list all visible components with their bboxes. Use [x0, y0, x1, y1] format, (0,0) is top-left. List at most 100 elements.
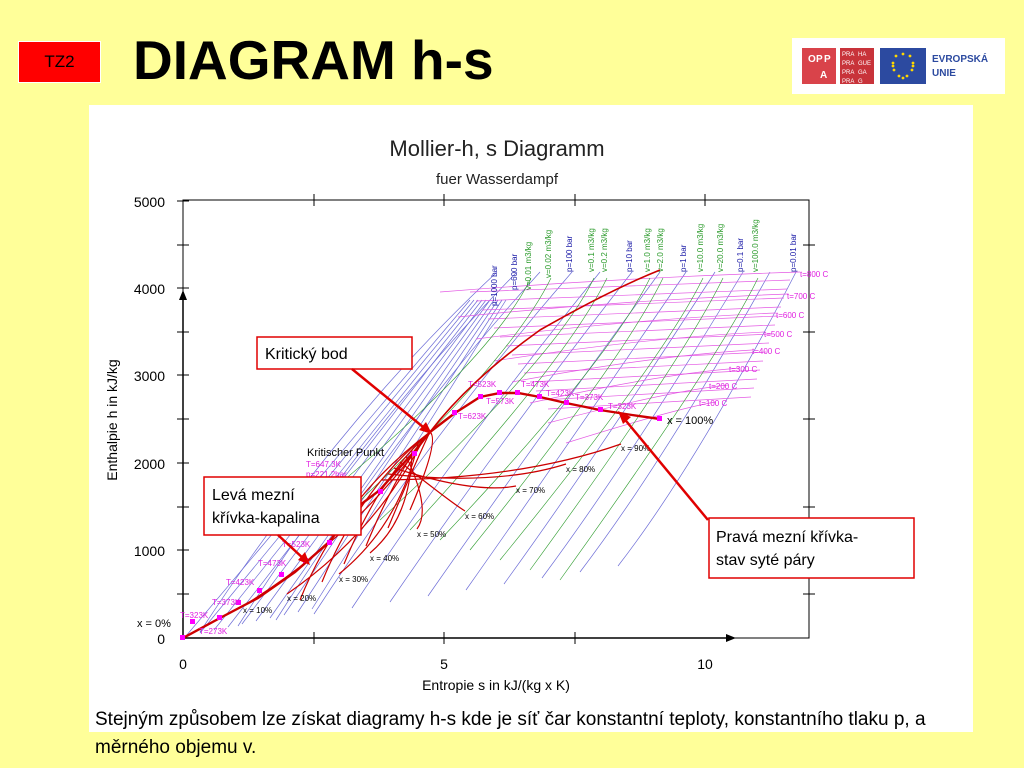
praha-text-6: GA [858, 70, 867, 76]
isotherm-line [493, 315, 779, 329]
isobar-line [579, 271, 771, 573]
label-x0: x = 0% [137, 618, 171, 630]
isobar-line [241, 299, 487, 625]
isotherm-line [487, 306, 782, 320]
label-t423: T=423K [226, 578, 255, 587]
label-v002: v=0.02 m3/kg [544, 230, 553, 278]
isobar-line [185, 299, 471, 637]
isotherm-line [511, 342, 770, 356]
isobar-line [283, 299, 499, 616]
isochore-line [469, 277, 664, 551]
critical-point-temp: T=647.3K [306, 460, 342, 469]
mollier-diagram: Mollier-h, s Diagramm fuer Wasserdampf 5… [104, 136, 915, 693]
pressure-labels: p=1000 bar p=600 bar p=100 bar p=10 bar … [490, 233, 798, 306]
slide-title: DIAGRAM h-s [133, 29, 494, 91]
quality-line [409, 431, 433, 511]
chart-subtitle: fuer Wasserdampf [436, 171, 559, 188]
slide-tag: TZ2 [18, 41, 101, 83]
opp-letter-p2: P [824, 54, 831, 65]
label-t523: T=523K [282, 540, 311, 549]
right-saturation-curve [429, 391, 661, 433]
praha-text-1: PRA [842, 52, 854, 58]
quality-line [338, 443, 419, 575]
quality-line [405, 455, 423, 530]
isochore-line [529, 277, 724, 571]
callout-left-line2: křívka-kapalina [212, 510, 320, 527]
label-t500: t=500 C [764, 330, 792, 339]
isotherm-line [541, 387, 755, 401]
isotherm-line [475, 288, 788, 302]
critical-point-pressure: p=221.2bar [306, 470, 347, 479]
callout-left-box [203, 476, 362, 536]
callout-critical-arrow [351, 368, 429, 432]
label-p1: p=1 bar [679, 244, 688, 272]
isochore-line [559, 277, 759, 581]
x-tick-10: 10 [697, 656, 713, 672]
opp-letter-a: A [820, 70, 827, 81]
label-p001: p=0.01 bar [789, 233, 798, 272]
label-t300: t=300 C [729, 365, 757, 374]
quality-line [321, 431, 431, 583]
isotherm-line [439, 271, 801, 293]
y-axis-label: Enthalpie h in kJ/kg [104, 359, 120, 480]
isobar-line [389, 271, 633, 603]
label-r473: T=473K [521, 380, 550, 389]
isotherm-line [529, 367, 741, 404]
isobar-line [213, 299, 479, 631]
isobar-line [541, 271, 744, 579]
eu-stars-icon [891, 52, 915, 80]
isochore-line [499, 277, 704, 561]
callout-right-line2: stav syté páry [716, 552, 815, 569]
x-tick-5: 5 [440, 656, 448, 672]
label-t473: T=473K [258, 559, 287, 568]
saturation-temp-labels: T=273K T=323K T=373K T=423K T=473K T=523… [180, 380, 637, 636]
label-v1: v=1.0 m3/kg [643, 228, 652, 272]
praha-block [840, 48, 874, 84]
isobar-line [269, 299, 495, 619]
label-r423: T=423K [546, 389, 575, 398]
label-x50: x = 50% [417, 530, 446, 539]
praha-text-5: PRA [842, 70, 854, 76]
label-v02: v=0.2 m3/kg [600, 228, 609, 272]
quality-line [399, 461, 466, 512]
y-tick-2000: 2000 [134, 456, 165, 472]
isobar-line [311, 299, 507, 610]
label-t400: t=400 C [752, 347, 780, 356]
praha-text-7: PRA [842, 79, 854, 85]
label-x10: x = 10% [243, 606, 272, 615]
isotherm-line [481, 297, 785, 311]
label-t323: T=323K [180, 611, 209, 620]
quality-line [381, 443, 622, 481]
label-v01: v=0.1 m3/kg [587, 228, 596, 272]
label-t200: t=200 C [709, 382, 737, 391]
x-tick-0: 0 [179, 656, 187, 672]
volume-labels: v=0.01 m3/kg v=0.02 m3/kg v=0.1 m3/kg v=… [524, 219, 760, 290]
eu-text-2: UNIE [932, 68, 956, 79]
label-x60: x = 60% [465, 512, 494, 521]
isobar-line [503, 271, 716, 585]
label-t800: t=800 C [800, 270, 828, 279]
isotherm-line [469, 279, 791, 293]
label-v20: v=20.0 m3/kg [716, 224, 725, 272]
quality-line [369, 449, 413, 554]
opp-block [802, 48, 836, 84]
isotherm-line [499, 324, 776, 338]
isobar-line [199, 271, 498, 633]
isotherm-line [475, 312, 777, 340]
praha-text-2: HA [858, 52, 866, 58]
label-r523: T=523K [468, 380, 497, 389]
isobar-line [227, 299, 483, 628]
callout-left-arrow [277, 534, 306, 561]
isobar-line [617, 271, 797, 567]
label-r623: T=623K [458, 412, 487, 421]
callout-critical-arrowhead-icon [419, 422, 432, 434]
label-p600: p=600 bar [510, 253, 519, 290]
label-p100: p=100 bar [565, 235, 574, 272]
isotherm-line [493, 331, 765, 362]
quality-line [387, 431, 431, 529]
y-tick-5000: 5000 [134, 194, 165, 210]
y-tick-1000: 1000 [134, 543, 165, 559]
label-t100: t=100 C [699, 399, 727, 408]
temperature-labels: t=800 C t=700 C t=600 C t=500 C t=400 C … [699, 270, 828, 408]
isotherm-line [535, 378, 758, 392]
